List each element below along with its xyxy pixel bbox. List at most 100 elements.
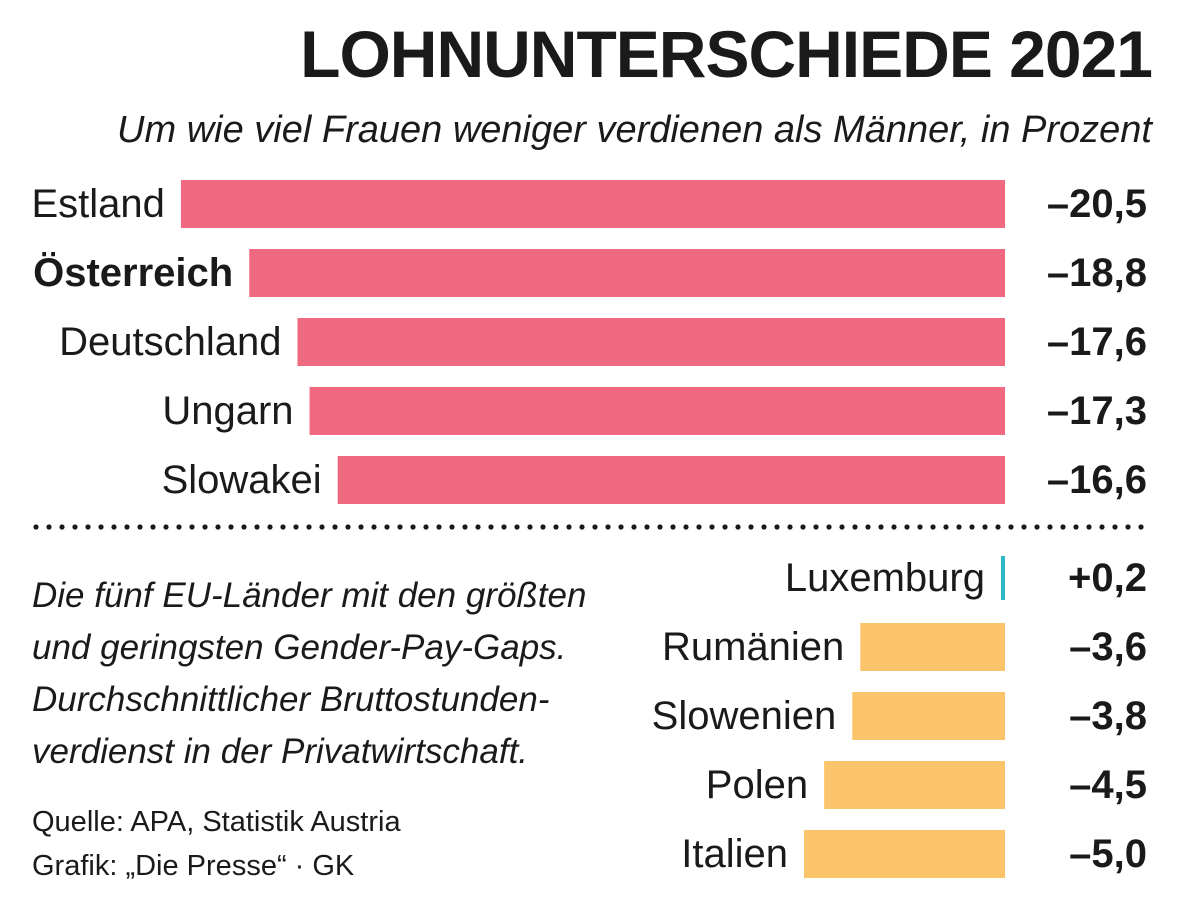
separator-dot bbox=[761, 524, 767, 530]
separator-dot bbox=[241, 524, 247, 530]
separator-dot bbox=[618, 524, 624, 530]
separator-dot bbox=[644, 524, 650, 530]
chart-note: Die fünf EU-Länder mit den größten und g… bbox=[32, 576, 587, 771]
separator-dot bbox=[462, 524, 468, 530]
separator-dot bbox=[1021, 524, 1027, 530]
value-label: –20,5 bbox=[1047, 182, 1147, 226]
category-label: Slowakei bbox=[162, 458, 322, 502]
bar bbox=[804, 830, 1005, 878]
value-label: –17,3 bbox=[1047, 389, 1147, 433]
value-label: –3,8 bbox=[1069, 694, 1147, 738]
credit-line: Grafik: „Die Presse“ · GK bbox=[32, 850, 355, 882]
separator-dot bbox=[709, 524, 715, 530]
separator-dot bbox=[774, 524, 780, 530]
bar bbox=[860, 623, 1005, 671]
separator-dot bbox=[514, 524, 520, 530]
separator-dot bbox=[566, 524, 572, 530]
separator-dot bbox=[839, 524, 845, 530]
separator-dot bbox=[449, 524, 455, 530]
separator-dot bbox=[592, 524, 598, 530]
separator-dot bbox=[137, 524, 143, 530]
separator-dot bbox=[748, 524, 754, 530]
separator-dot bbox=[943, 524, 949, 530]
bar bbox=[297, 318, 1006, 366]
category-label: Rumänien bbox=[662, 625, 844, 669]
separator-dot bbox=[722, 524, 728, 530]
category-label: Österreich bbox=[33, 250, 233, 295]
separator-dot bbox=[189, 524, 195, 530]
value-label: +0,2 bbox=[1068, 556, 1147, 600]
separator-dot bbox=[176, 524, 182, 530]
separator-dot bbox=[956, 524, 962, 530]
separator-dot bbox=[1060, 524, 1066, 530]
separator-dot bbox=[878, 524, 884, 530]
separator-dot bbox=[358, 524, 364, 530]
category-label: Polen bbox=[706, 763, 808, 807]
separator-dot bbox=[735, 524, 741, 530]
separator-dot bbox=[553, 524, 559, 530]
separator-dot bbox=[696, 524, 702, 530]
bar bbox=[824, 761, 1005, 809]
separator-dot bbox=[228, 524, 234, 530]
separator-dot bbox=[631, 524, 637, 530]
category-label: Estland bbox=[31, 182, 164, 226]
category-label: Italien bbox=[681, 832, 788, 876]
separator-dot bbox=[982, 524, 988, 530]
separator-dot bbox=[813, 524, 819, 530]
chart-subtitle: Um wie viel Frauen weniger verdienen als… bbox=[117, 109, 1152, 151]
separator-dot bbox=[150, 524, 156, 530]
separator-dot bbox=[605, 524, 611, 530]
separator-dot bbox=[371, 524, 377, 530]
separator-dot bbox=[488, 524, 494, 530]
bar bbox=[1001, 556, 1005, 600]
separator-dot bbox=[891, 524, 897, 530]
separator-dot bbox=[852, 524, 858, 530]
separator-dot bbox=[1086, 524, 1092, 530]
separator-dot bbox=[33, 524, 39, 530]
separator-dot bbox=[1099, 524, 1105, 530]
separator-dot bbox=[111, 524, 117, 530]
separator-dot bbox=[215, 524, 221, 530]
value-label: –5,0 bbox=[1069, 832, 1147, 876]
separator-dot bbox=[1138, 524, 1144, 530]
separator-dot bbox=[410, 524, 416, 530]
separator-dot bbox=[46, 524, 52, 530]
value-label: –18,8 bbox=[1047, 251, 1147, 295]
separator-dot bbox=[319, 524, 325, 530]
bar bbox=[337, 456, 1005, 504]
source-block: Quelle: APA, Statistik Austria Grafik: „… bbox=[32, 800, 401, 888]
separator-dot bbox=[800, 524, 806, 530]
separator-dot bbox=[72, 524, 78, 530]
separator-dot bbox=[345, 524, 351, 530]
separator-dot bbox=[280, 524, 286, 530]
separator-dot bbox=[683, 524, 689, 530]
bar bbox=[249, 249, 1006, 297]
separator-dot bbox=[332, 524, 338, 530]
value-label: –3,6 bbox=[1069, 625, 1147, 669]
separator-dot bbox=[670, 524, 676, 530]
separator-dot bbox=[930, 524, 936, 530]
separator-dot bbox=[475, 524, 481, 530]
value-label: –16,6 bbox=[1047, 458, 1147, 502]
separator-dot bbox=[397, 524, 403, 530]
separator-dot bbox=[423, 524, 429, 530]
separator-dot bbox=[384, 524, 390, 530]
separator-dot bbox=[969, 524, 975, 530]
separator-dot bbox=[1047, 524, 1053, 530]
separator-dot bbox=[826, 524, 832, 530]
separator-dot bbox=[1125, 524, 1131, 530]
separator-dot bbox=[436, 524, 442, 530]
category-label: Ungarn bbox=[162, 389, 293, 433]
separator-dot bbox=[904, 524, 910, 530]
bar bbox=[309, 387, 1005, 435]
separator-dot bbox=[306, 524, 312, 530]
value-label: –17,6 bbox=[1047, 320, 1147, 364]
separator-dot bbox=[865, 524, 871, 530]
separator-dot bbox=[293, 524, 299, 530]
separator-dot bbox=[254, 524, 260, 530]
bar bbox=[180, 180, 1005, 228]
category-label: Slowenien bbox=[652, 694, 837, 738]
separator-dot bbox=[1073, 524, 1079, 530]
separator-dot bbox=[1008, 524, 1014, 530]
